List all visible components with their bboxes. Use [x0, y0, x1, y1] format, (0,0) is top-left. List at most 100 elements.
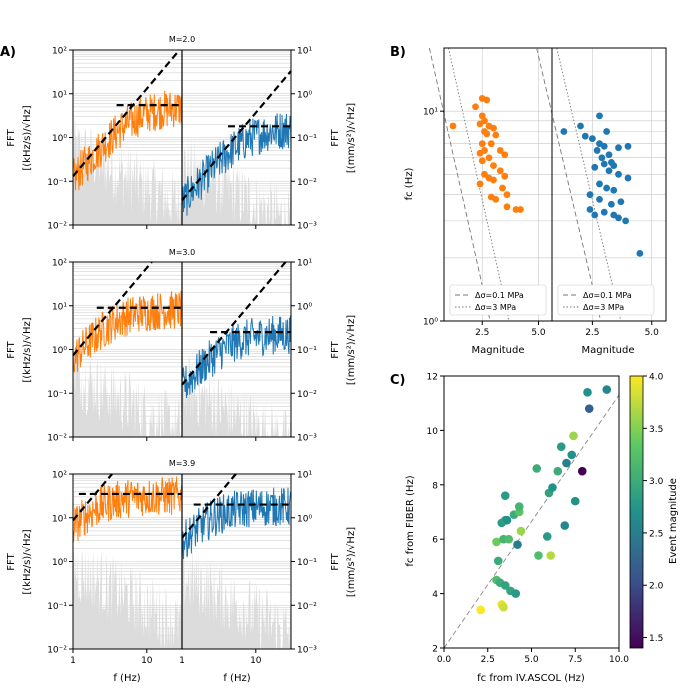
left-axis-label-line2: [(kHz/s)/√Hz] [22, 105, 33, 170]
legend: Δσ=0.1 MPa Δσ=3 MPa [449, 284, 547, 316]
left-axis-label: FFT [(kHz/s)/√Hz] [6, 317, 33, 382]
data-point [636, 249, 644, 257]
data-point [511, 589, 521, 598]
left-axis-label: FFT [(kHz/s)/√Hz] [6, 105, 33, 170]
fiber-spectrum [72, 290, 183, 373]
data-point [584, 404, 594, 413]
data-point [583, 388, 592, 397]
x-tick-label: 0.0 [437, 655, 452, 665]
data-point [449, 122, 457, 130]
x-tick-label: 10 [141, 656, 153, 666]
x-tick-label: 1 [179, 656, 185, 666]
y-tick-label: 10 [427, 427, 439, 437]
left-tick-label: 10⁻¹ [47, 178, 67, 188]
right-tick-label: 10⁰ [297, 90, 312, 100]
data-point [534, 551, 543, 560]
data-point [503, 191, 511, 199]
data-point [481, 170, 488, 178]
right-axis-label-line2: [(mm/s²)/√Hz] [346, 315, 357, 385]
data-point [500, 581, 510, 590]
data-point [493, 556, 503, 566]
data-point [581, 132, 589, 140]
data-point [615, 144, 622, 152]
c-x-axis-label: fc from IV.ASCOL (Hz) [477, 673, 585, 684]
left-tick-label: 10⁰ [52, 134, 67, 144]
ascol-fit-slope [181, 473, 237, 539]
data-point [490, 176, 497, 184]
y-tick-label: 10¹ [423, 108, 438, 118]
x-axis-label-left: f (Hz) [113, 673, 140, 684]
colorbar-tick-label: 2.5 [649, 529, 663, 539]
b-x-axis-label-right: Magnitude [582, 345, 635, 356]
data-point [600, 160, 608, 168]
noise-spectrum [182, 542, 291, 649]
y-tick-label: 4 [432, 590, 438, 600]
data-point [603, 128, 611, 135]
grid [552, 47, 666, 322]
data-point [476, 605, 486, 615]
data-point [492, 195, 500, 203]
corner-frequency-vs-magnitude: fc (Hz) Magnitude Magnitude Δσ=0.1 MPaΔσ… [404, 47, 667, 356]
right-tick-label: 10¹ [297, 471, 312, 481]
data-point [501, 172, 509, 180]
data-point [624, 174, 632, 182]
right-tick-label: 10⁻² [297, 390, 317, 400]
data-point [514, 502, 524, 511]
data-point [596, 112, 603, 120]
data-point [588, 135, 596, 143]
left-axis-label-line2: [(kHz/s)/√Hz] [22, 317, 33, 382]
data-point [490, 162, 497, 170]
data-point [586, 206, 594, 213]
data-point [501, 151, 509, 159]
data-point [596, 195, 603, 203]
row-title: M=3.9 [169, 459, 195, 468]
right-tick-label: 10⁰ [297, 514, 312, 524]
right-axis-label: FFT [(mm/s²)/√Hz] [330, 527, 357, 597]
fc-comparison-scatter: fc from FIBER (Hz) fc from IV.ASCOL (Hz)… [405, 373, 679, 685]
ascol-fit-slope [181, 70, 292, 201]
data-point [504, 534, 514, 544]
legend-entry: Δσ=0.1 MPa [475, 291, 524, 300]
axes-frame [443, 375, 620, 649]
data-point [472, 103, 479, 111]
data-point [577, 122, 584, 130]
right-axis-label-line2: [(mm/s²)/√Hz] [346, 527, 357, 597]
noise-spectrum [182, 354, 291, 437]
colorbar-tick-label: 2.0 [649, 582, 664, 592]
data-point [503, 203, 511, 211]
left-axis-label-line1: FFT [6, 340, 17, 358]
legend-entry: Δσ=3 MPa [475, 303, 516, 312]
ascol-spectrum [181, 315, 292, 399]
data-point [499, 602, 508, 612]
data-point [569, 431, 578, 441]
left-axis-label-line1: FFT [6, 552, 17, 570]
panel-label-b: B) [390, 45, 406, 60]
data-point [562, 458, 571, 468]
data-point [624, 142, 632, 150]
right-tick-label: 10⁻¹ [297, 558, 317, 568]
right-tick-label: 10⁻³ [297, 434, 317, 444]
x-tick-label: 2.5 [481, 655, 495, 665]
y-tick-label: 12 [427, 373, 438, 383]
colorbar-tick-label: 4.0 [649, 373, 664, 383]
right-axis-label-line1: FFT [330, 552, 341, 570]
data-point [500, 491, 510, 500]
noise-spectrum [73, 546, 182, 649]
right-axis-label: FFT [(mm/s²)/√Hz] [330, 315, 357, 385]
data-point [610, 186, 618, 194]
right-tick-label: 10¹ [297, 47, 312, 57]
data-point [617, 198, 625, 206]
noise-spectrum [73, 349, 182, 437]
legend-box [557, 284, 655, 316]
x-tick-label: 2.5 [475, 328, 489, 338]
y-tick-label: 10⁰ [423, 318, 438, 328]
data-point [516, 526, 526, 536]
colorbar [629, 375, 644, 649]
data-point [615, 214, 622, 222]
data-point [478, 157, 486, 165]
data-point [598, 154, 606, 162]
right-axis-label: FFT [(mm/s²)/√Hz] [330, 103, 357, 173]
colorbar-tick-label: 3.5 [649, 425, 663, 435]
x-tick-label: 5.0 [524, 655, 539, 665]
